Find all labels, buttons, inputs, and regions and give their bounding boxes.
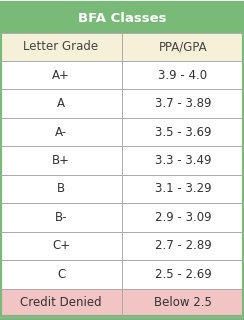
Text: C+: C+ [52,239,70,252]
Bar [0,146,122,175]
Bar [122,232,244,260]
Bar [122,289,244,317]
Bar [0,3,244,33]
Bar [122,118,244,146]
Text: 3.5 - 3.69: 3.5 - 3.69 [155,126,211,139]
Bar [0,232,122,260]
Text: B-: B- [55,211,67,224]
Text: B: B [57,182,65,196]
Text: PPA/GPA: PPA/GPA [159,41,207,53]
Bar [122,203,244,232]
Text: 2.5 - 2.69: 2.5 - 2.69 [155,268,211,281]
Text: Letter Grade: Letter Grade [23,41,99,53]
Bar [0,61,122,90]
Text: BFA Classes: BFA Classes [78,12,166,25]
Bar [0,317,244,320]
Bar [0,33,122,61]
Bar [122,61,244,90]
Bar [122,175,244,203]
Bar [0,30,244,33]
Bar [0,118,122,146]
Text: 3.9 - 4.0: 3.9 - 4.0 [158,69,208,82]
Text: B+: B+ [52,154,70,167]
Bar [122,146,244,175]
Bar [0,260,122,289]
Bar [0,203,122,232]
Text: A: A [57,97,65,110]
Bar [0,289,122,317]
Bar [122,90,244,118]
Bar [122,33,244,61]
Text: A-: A- [55,126,67,139]
Text: Credit Denied: Credit Denied [20,296,102,309]
Text: 2.9 - 3.09: 2.9 - 3.09 [155,211,211,224]
Bar [122,260,244,289]
Bar [0,175,122,203]
Text: 3.7 - 3.89: 3.7 - 3.89 [155,97,211,110]
Text: 2.7 - 2.89: 2.7 - 2.89 [155,239,211,252]
Bar [0,90,122,118]
Text: Below 2.5: Below 2.5 [154,296,212,309]
Text: 3.3 - 3.49: 3.3 - 3.49 [155,154,211,167]
Text: 3.1 - 3.29: 3.1 - 3.29 [155,182,211,196]
Text: A+: A+ [52,69,70,82]
Text: C: C [57,268,65,281]
